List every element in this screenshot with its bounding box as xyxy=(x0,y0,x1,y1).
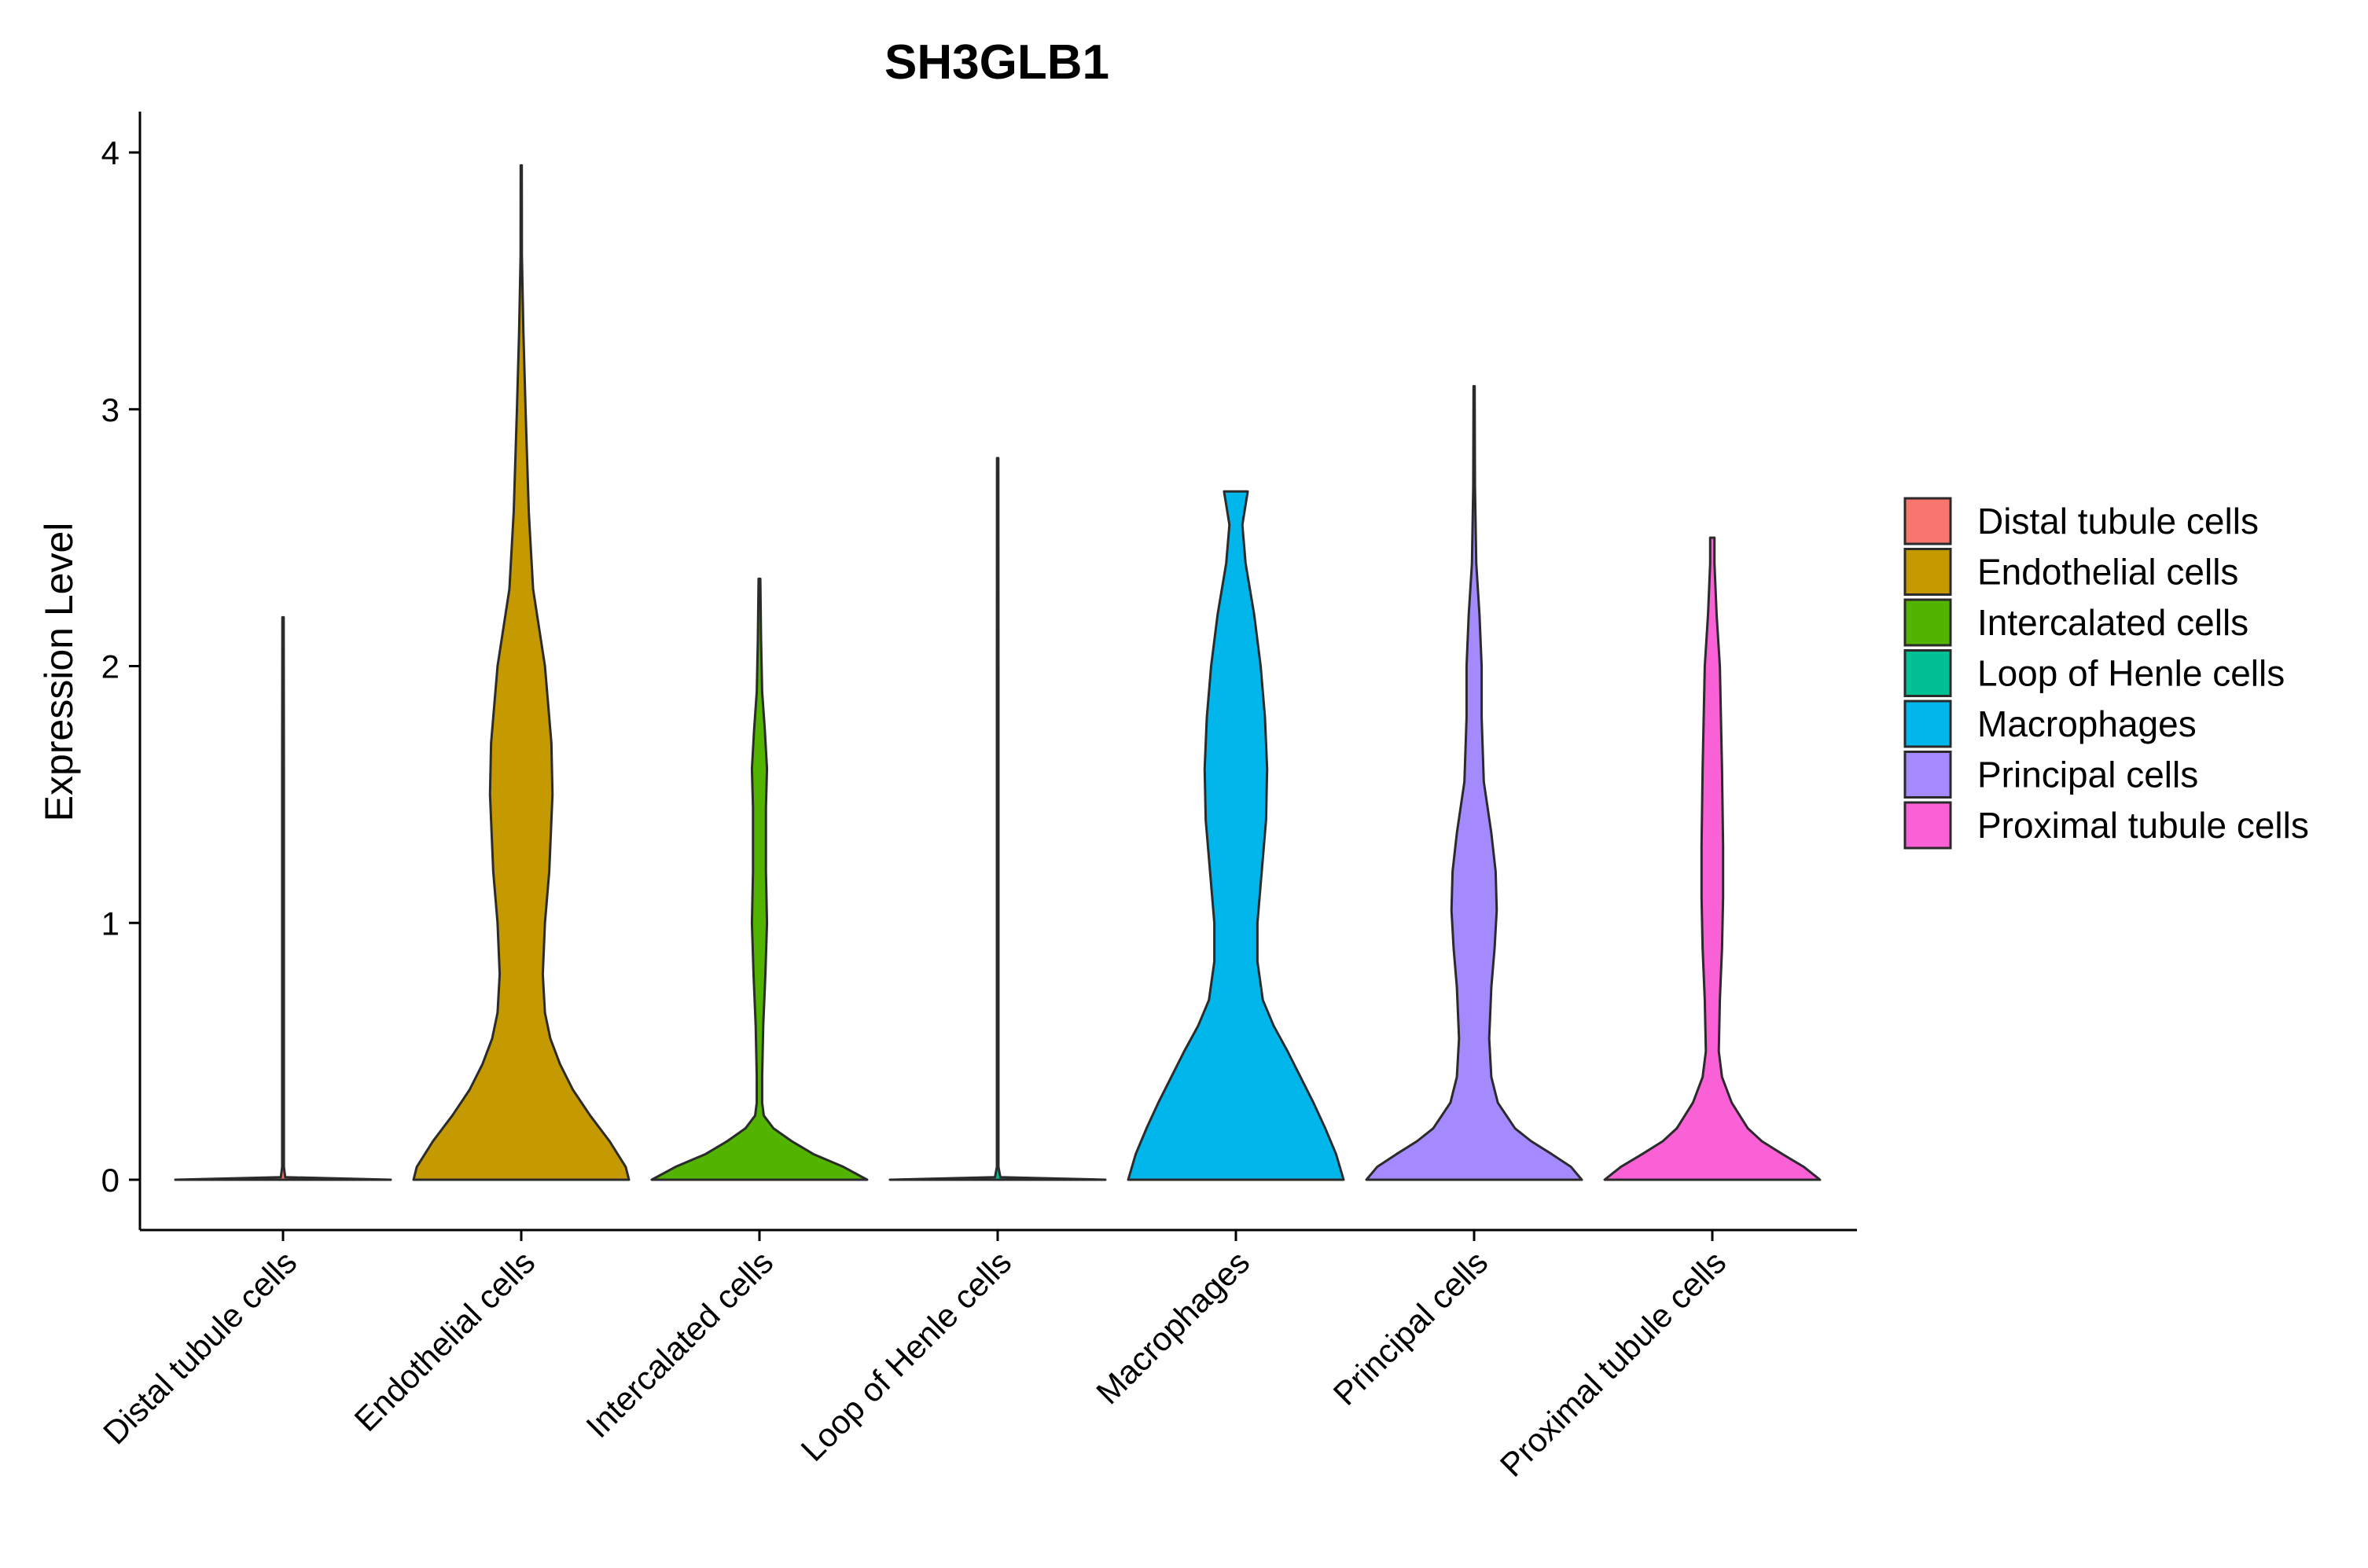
legend-swatch-macrophages xyxy=(1903,700,1952,748)
legend-label: Endothelial cells xyxy=(1977,552,2238,593)
legend-label: Proximal tubule cells xyxy=(1977,805,2309,846)
legend-swatch-loop-of-henle-cells xyxy=(1903,649,1952,697)
x-tick-label: Proximal tubule cells xyxy=(1493,1243,1734,1484)
legend-label: Distal tubule cells xyxy=(1977,501,2259,542)
y-tick-label: 1 xyxy=(101,905,120,942)
chart-title: SH3GLB1 xyxy=(884,35,1109,90)
legend-label: Loop of Henle cells xyxy=(1977,653,2285,694)
x-tick-label: Loop of Henle cells xyxy=(794,1243,1019,1468)
y-tick-label: 0 xyxy=(101,1162,120,1199)
legend: Distal tubule cells Endothelial cells Inte… xyxy=(1903,497,2309,850)
legend-swatch-distal-tubule-cells xyxy=(1903,497,1952,545)
legend-label: Principal cells xyxy=(1977,755,2198,795)
violin-macrophages xyxy=(1127,490,1345,1181)
x-tick-label: Distal tubule cells xyxy=(96,1243,303,1451)
x-tick-label: Endothelial cells xyxy=(347,1243,542,1438)
violin-intercalated-cells xyxy=(650,577,869,1181)
legend-swatch-endothelial-cells xyxy=(1903,548,1952,596)
violin-endothelial-cells xyxy=(412,163,631,1181)
x-tick-label: Intercalated cells xyxy=(579,1243,780,1445)
y-tick-label: 4 xyxy=(101,134,120,171)
y-tick-label: 3 xyxy=(101,391,120,428)
legend-swatch-principal-cells xyxy=(1903,751,1952,799)
x-tick-label: Principal cells xyxy=(1326,1243,1495,1412)
legend-swatch-intercalated-cells xyxy=(1903,598,1952,647)
violin-loop-of-henle-cells xyxy=(888,457,1107,1181)
axes: 0 1 2 3 4 Distal tubule cells Endothelial cell… xyxy=(96,112,1857,1484)
violin-principal-cells xyxy=(1365,384,1583,1181)
x-tick-label: Macrophages xyxy=(1089,1243,1256,1411)
plot-area xyxy=(174,163,1822,1181)
y-axis-title: Expression Level xyxy=(37,523,81,822)
violin-distal-tubule-cells xyxy=(174,615,392,1181)
y-tick-label: 2 xyxy=(101,648,120,685)
legend-label: Intercalated cells xyxy=(1977,602,2248,643)
legend-swatch-proximal-tubule-cells xyxy=(1903,801,1952,850)
violin-proximal-tubule-cells xyxy=(1603,536,1822,1181)
legend-label: Macrophages xyxy=(1977,703,2197,744)
